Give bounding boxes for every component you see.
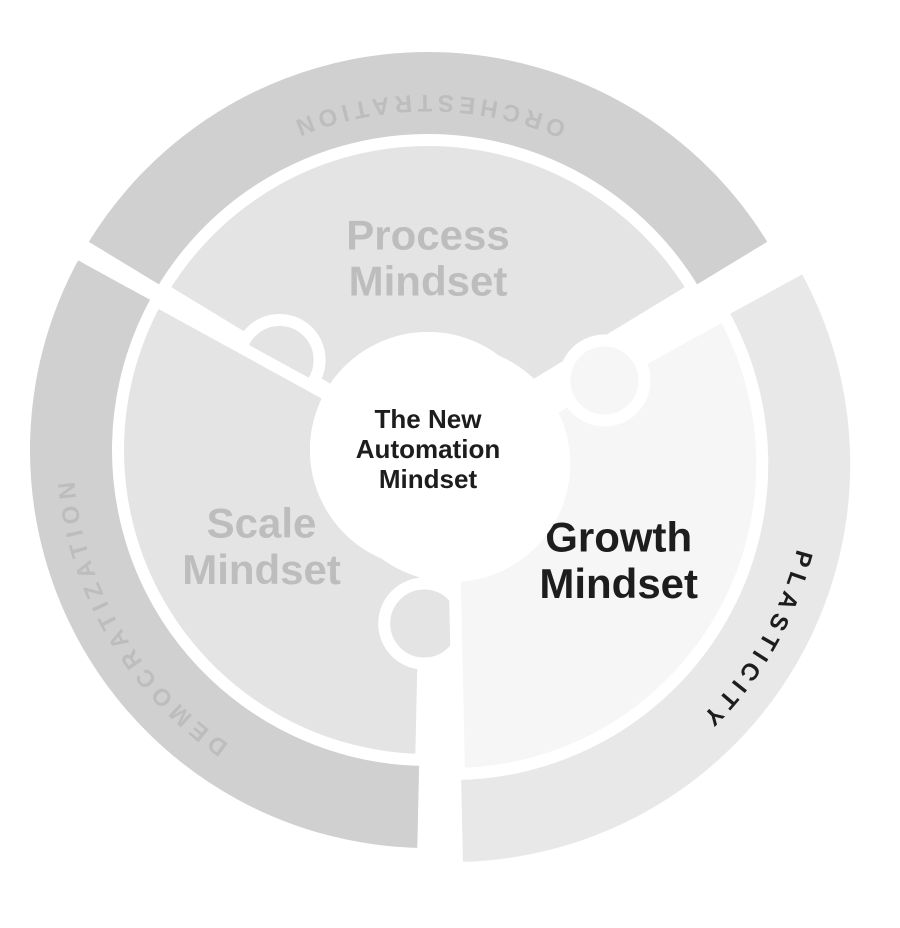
inner-label-growth: GrowthMindset [539,514,698,607]
automation-mindset-diagram: ORCHESTRATIONProcessMindsetDEMOCRATIZATI… [0,0,900,928]
puzzle-knob-growth [564,341,644,421]
inner-label-process: ProcessMindset [346,211,509,304]
